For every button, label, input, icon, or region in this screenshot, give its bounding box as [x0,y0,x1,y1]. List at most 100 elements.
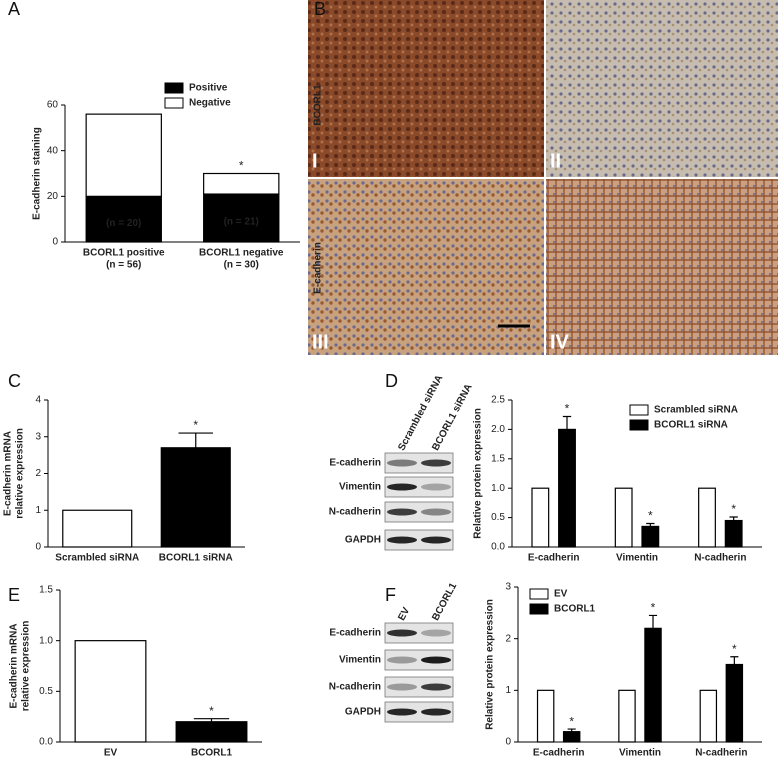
error-bar [193,718,230,722]
bar [203,172,280,195]
bar [614,487,633,548]
blot-row-label: GAPDH [345,707,381,718]
bar [562,731,581,743]
y-tick-label: 4 [35,395,41,406]
blot-strip [384,501,454,523]
legend-swatch [629,419,649,431]
blot-row-label: E-cadherin [329,628,381,639]
legend-swatch [529,603,549,615]
y-tick-label: 2.0 [491,424,505,435]
blot-strip [384,476,454,498]
significance-mark: * [731,502,736,516]
y-axis-label: relative expression [15,428,26,519]
significance-mark: * [565,402,570,416]
y-tick-label: 1.5 [491,453,505,464]
blot-band [387,708,417,716]
blot-band [387,508,417,516]
legend-swatch [629,404,649,416]
panel-label: B [314,0,326,19]
legend-swatch [164,82,184,94]
blot-band [387,483,417,491]
y-tick-label: 1 [35,505,41,516]
panel-label: C [8,371,21,391]
roman-numeral: III [312,331,329,353]
blot-band [421,536,451,544]
error-bar [567,728,576,732]
bar [536,689,555,743]
blot-band [387,656,417,664]
legend-swatch [529,588,549,600]
significance-mark: * [648,509,653,523]
error-bar [178,432,213,448]
bar [175,721,248,743]
y-tick-label: 0.0 [491,542,505,553]
legend-label: Negative [189,98,231,109]
bar [85,113,162,197]
y-axis-label: E-cadherin staining [32,127,43,220]
significance-mark: * [193,418,198,432]
x-tick-label: E-cadherin [528,553,580,564]
y-tick-label: 0 [35,542,41,553]
significance-mark: * [209,704,214,718]
y-tick-label: 0 [52,237,58,248]
lane-label: EV [396,605,412,622]
y-axis-label: relative expression [21,621,32,712]
y-tick-label: 40 [47,145,59,156]
y-tick-label: 1.5 [39,585,53,596]
histology-image [308,179,544,355]
blot-row-label: Vimentin [339,482,381,493]
blot-band [387,536,417,544]
blot-band [421,459,451,467]
y-tick-label: 1.0 [39,635,53,646]
blot-strip [384,701,454,723]
blot-row-label: N-cadherin [329,682,381,693]
legend-label: BCORL1 siRNA [654,420,728,431]
blot-strip [384,529,454,551]
x-tick-label: BCORL1 siRNA [159,553,233,564]
blot-strip [384,452,454,474]
y-tick-label: 3 [35,431,41,442]
value-label: (n = 20) [106,218,141,229]
y-tick-label: 2 [35,468,41,479]
y-axis-label: Relative protein expression [485,599,496,730]
significance-mark: * [239,159,244,173]
blot-band [421,508,451,516]
legend-label: Positive [189,83,228,94]
blot-strip [384,649,454,671]
blot-band [421,683,451,691]
legend-label: Scrambled siRNA [654,405,738,416]
blot-row-label: N-cadherin [329,507,381,518]
panel-label: E [8,585,20,605]
x-tick-label: E-cadherin [533,748,585,759]
legend-swatch [164,97,184,109]
y-tick-label: 0.5 [39,686,53,697]
y-tick-label: 0.5 [491,512,505,523]
bar [724,519,743,548]
x-tick-label: BCORL1 [191,748,233,759]
panel-label: A [8,0,20,19]
blot-strip [384,676,454,698]
panel-label: D [385,371,398,391]
significance-mark: * [651,601,656,615]
bar [531,487,550,548]
legend-label: BCORL1 [554,604,596,615]
y-tick-label: 1 [505,685,511,696]
histology-image [546,179,778,355]
panel-label: F [385,585,396,605]
histology-image [308,0,544,177]
x-tick-label: N-cadherin [695,748,747,759]
bar [74,640,147,743]
x-tick-label: Vimentin [616,553,658,564]
y-tick-label: 3 [505,582,511,593]
blot-row-label: Vimentin [339,655,381,666]
legend-label: EV [554,589,568,600]
row-label: BCORL1 [313,84,324,126]
y-tick-label: 20 [47,191,59,202]
roman-numeral: I [312,150,318,172]
x-tick-label: EV [104,748,118,759]
x-tick-label: Vimentin [619,748,661,759]
bar [62,509,133,548]
x-tick-label: BCORL1 positive [83,248,165,259]
y-axis-label: E-cadherin mRNA [9,623,20,708]
